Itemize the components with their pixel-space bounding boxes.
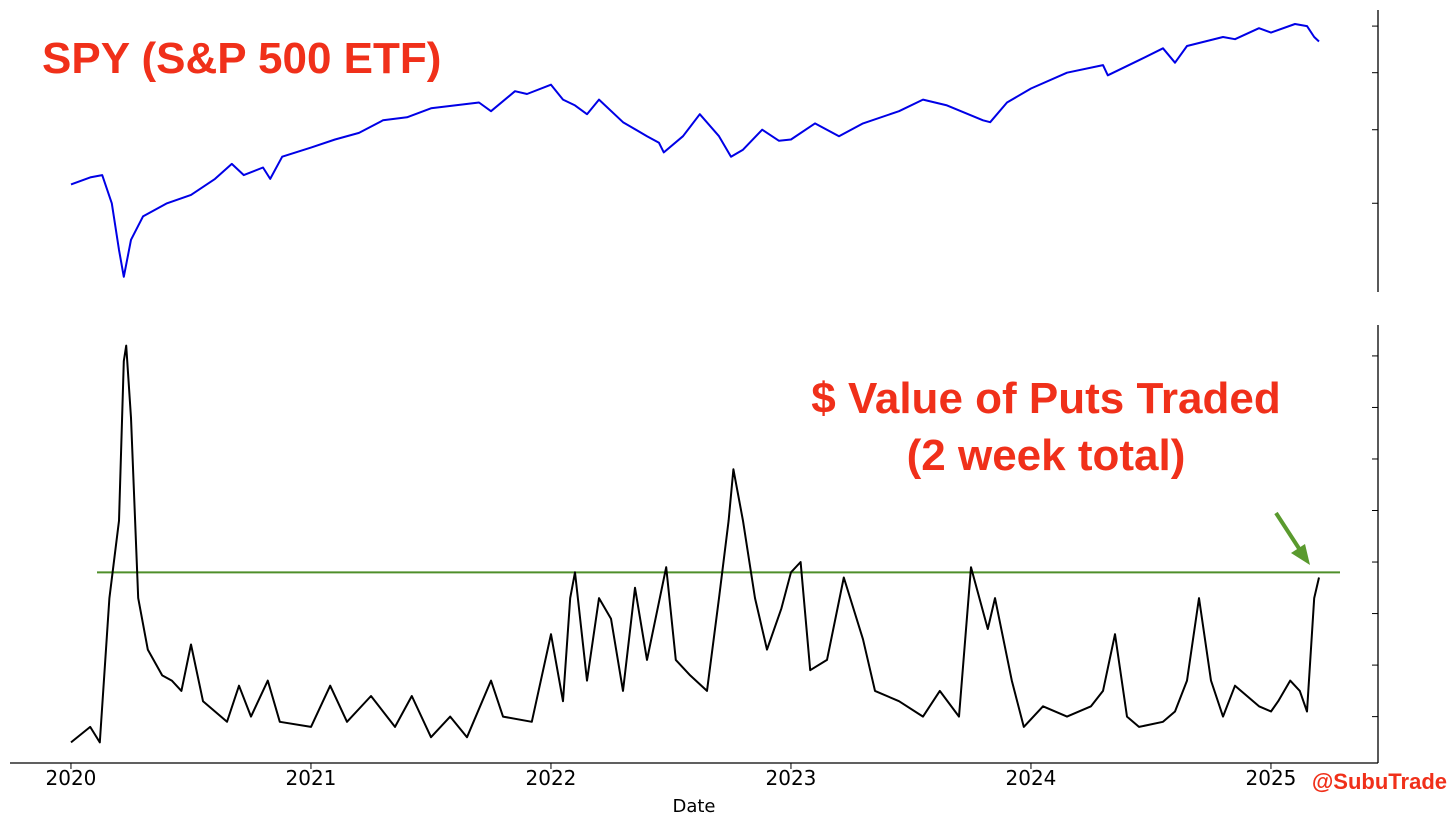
- watermark: @SubuTrade: [1312, 769, 1447, 794]
- chart-title: SPY (S&P 500 ETF): [42, 34, 441, 83]
- data-line: [70, 344, 1320, 744]
- x-tick-label: 2020: [46, 766, 97, 790]
- x-tick-label: 2025: [1246, 766, 1297, 790]
- x-axis-label: Date: [672, 796, 715, 817]
- data-line: [70, 23, 1320, 278]
- x-tick-label: 2024: [1006, 766, 1057, 790]
- x-tick-label: 2021: [286, 766, 337, 790]
- arrow: [1274, 511, 1310, 565]
- arrow-shaft: [1274, 511, 1302, 552]
- arrow-head: [1291, 544, 1310, 565]
- x-tick-label: 2023: [766, 766, 817, 790]
- x-tick-label: 2022: [526, 766, 577, 790]
- annotation: (2 week total): [907, 431, 1186, 480]
- annotation: $ Value of Puts Traded: [811, 374, 1280, 423]
